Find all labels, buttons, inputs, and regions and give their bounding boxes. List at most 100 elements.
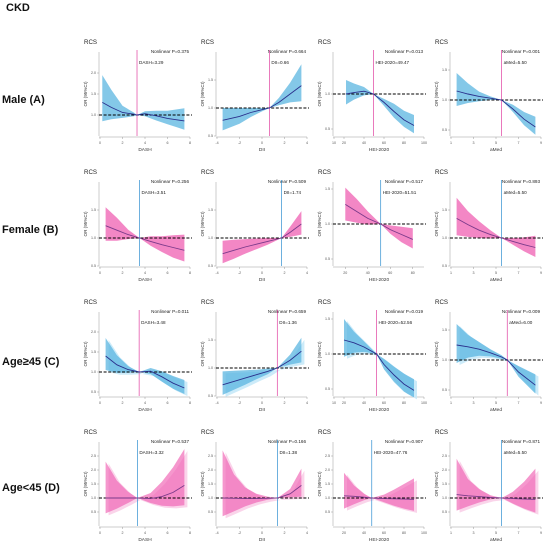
x-tick-label: 4 <box>306 271 308 275</box>
x-tick-label: 3 <box>473 271 475 275</box>
panel-title: RCS <box>435 299 448 306</box>
ci-band <box>222 450 302 517</box>
median-reference-label: HEI-2020=47.76 <box>374 450 408 455</box>
panel-b-hei: RCS Nonlinear P=0.517 20 40 60 80 0.5 1.0 1.5 HEI… <box>317 169 426 283</box>
median-reference-label: HEI-2020=51.51 <box>383 190 417 195</box>
x-tick-label: 2 <box>284 271 286 275</box>
x-tick-label: 5 <box>495 401 497 405</box>
x-tick-label: 6 <box>167 141 169 145</box>
median-reference-label: aMed=6.00 <box>509 320 533 325</box>
nonlinear-p-label: Nonlinear P=0.013 <box>385 49 424 54</box>
median-reference-label: HEI-2020=52.56 <box>379 320 413 325</box>
panel-title: RCS <box>84 169 97 176</box>
panel-a-dii: RCS Nonlinear P=0.664 -4 -2 0 2 4 0.5 1.0 1.5 DII O… <box>200 39 309 153</box>
ci-band <box>456 197 536 257</box>
y-tick-label: 0.5 <box>208 510 213 514</box>
panel-b-dash: RCS Nonlinear P=0.256 0 2 4 6 8 0.5 1.0 1.5 DASH OR… <box>83 169 192 283</box>
y-tick-label: 1.0 <box>442 358 447 362</box>
y-tick-label: 1.0 <box>208 106 213 110</box>
x-axis-label: DII <box>259 407 265 413</box>
ci-band <box>456 73 536 135</box>
x-axis-label: HEI-2020 <box>369 537 390 543</box>
x-tick-label: 4 <box>306 141 308 145</box>
median-reference-label: DASH=3.29 <box>139 60 164 65</box>
or-curve <box>222 85 302 121</box>
median-reference-label: DASH=3.51 <box>141 190 166 195</box>
x-tick-label: -2 <box>238 271 241 275</box>
ci-band <box>456 324 536 394</box>
x-axis-label: HEI-2020 <box>369 147 390 153</box>
x-tick-label: 2 <box>122 271 124 275</box>
x-tick-label: -4 <box>215 271 218 275</box>
y-tick-label: 0.5 <box>442 128 447 132</box>
x-axis-label: DII <box>259 147 265 153</box>
y-tick-label: 2.5 <box>325 454 330 458</box>
x-tick-label: 80 <box>402 531 406 535</box>
x-tick-label: 0 <box>261 271 263 275</box>
panel-title: RCS <box>84 429 97 436</box>
y-tick-label: 1.0 <box>325 352 330 356</box>
ci-band <box>456 458 536 513</box>
panel-b-amed: RCS Nonlinear P=0.893 1 3 5 7 9 0.5 1.0 1.5 aMed OR… <box>434 169 543 283</box>
y-axis-label: OR (95%CI) <box>83 211 88 236</box>
y-tick-label: 1.5 <box>442 328 447 332</box>
y-tick-label: 1.0 <box>91 113 96 117</box>
panel-title: RCS <box>435 169 448 176</box>
y-axis-label: OR (95%CI) <box>434 211 439 236</box>
or-curve <box>456 90 536 128</box>
x-axis-label: aMed <box>490 537 502 543</box>
ci-band <box>345 187 413 249</box>
y-tick-label: 1.0 <box>91 236 96 240</box>
y-axis-label: OR (95%CI) <box>83 81 88 106</box>
nonlinear-p-label: Nonlinear P=0.001 <box>502 49 541 54</box>
x-tick-label: 40 <box>362 401 366 405</box>
x-axis-label: HEI-2020 <box>369 277 390 283</box>
y-tick-label: 1.0 <box>325 496 330 500</box>
x-tick-label: 80 <box>411 271 415 275</box>
x-tick-label: 9 <box>540 531 542 535</box>
panel-d-dash: RCS Nonlinear P=0.537 0 2 4 6 8 0.5 1.0 1.5 2.0 2.5… <box>83 429 192 543</box>
x-tick-label: 80 <box>402 141 406 145</box>
y-tick-label: 0.5 <box>442 264 447 268</box>
x-tick-label: 0 <box>261 531 263 535</box>
median-reference-label: DASH=3.48 <box>141 320 166 325</box>
x-tick-label: 100 <box>421 141 427 145</box>
y-tick-label: 2.5 <box>208 454 213 458</box>
nonlinear-p-label: Nonlinear P=0.256 <box>151 179 190 184</box>
x-tick-label: 1 <box>450 271 452 275</box>
panel-title: RCS <box>201 39 214 46</box>
panel-title: RCS <box>201 429 214 436</box>
y-tick-label: 1.5 <box>325 187 330 191</box>
x-tick-label: 2 <box>122 531 124 535</box>
or-curve <box>222 350 302 386</box>
median-reference-label: aMed=5.50 <box>504 450 528 455</box>
y-tick-label: 2.0 <box>91 468 96 472</box>
panel-title: RCS <box>318 429 331 436</box>
x-axis-label: DII <box>259 537 265 543</box>
x-tick-label: 9 <box>540 141 542 145</box>
y-axis-label: OR (95%CI) <box>200 341 205 366</box>
y-tick-label: 1.0 <box>325 222 330 226</box>
nonlinear-p-label: Nonlinear P=0.537 <box>151 439 190 444</box>
y-tick-label: 2.0 <box>325 468 330 472</box>
x-tick-label: 0 <box>99 271 101 275</box>
x-axis-label: DASH <box>138 147 152 153</box>
x-tick-label: 8 <box>189 401 191 405</box>
panel-title: RCS <box>84 299 97 306</box>
ci-band <box>102 75 185 130</box>
x-tick-label: 20 <box>342 531 346 535</box>
x-tick-label: 60 <box>382 141 386 145</box>
median-reference-label: HEI-2020=49.47 <box>375 60 409 65</box>
y-tick-label: 0.5 <box>325 510 330 514</box>
median-reference-label: DII=1.74 <box>284 190 302 195</box>
y-tick-label: 0.5 <box>91 264 96 268</box>
y-tick-label: 0.5 <box>325 387 330 391</box>
x-tick-label: 6 <box>167 401 169 405</box>
y-axis-label: OR (95%CI) <box>83 341 88 366</box>
panel-title: RCS <box>318 169 331 176</box>
panel-title: RCS <box>318 299 331 306</box>
y-tick-label: 1.5 <box>442 482 447 486</box>
x-tick-label: 7 <box>518 401 520 405</box>
x-tick-label: -2 <box>238 141 241 145</box>
y-axis-label: OR (95%CI) <box>434 341 439 366</box>
